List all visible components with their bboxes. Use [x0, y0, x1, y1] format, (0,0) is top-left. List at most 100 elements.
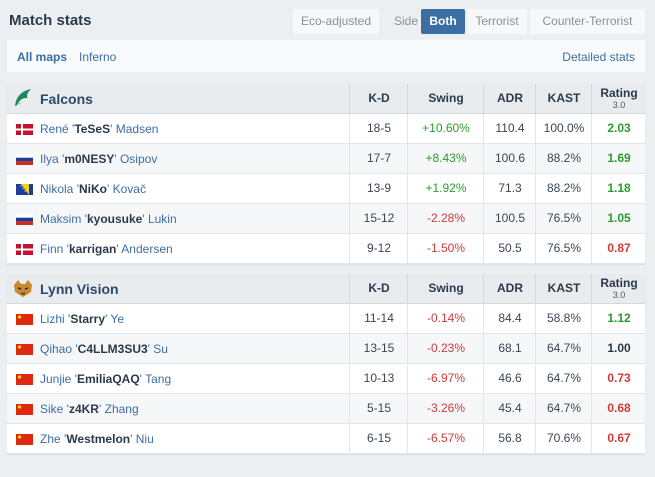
player-row: Junjie 'EmiliaQAQ' Tang 10-13 -6.97% 46.6 64… — [7, 364, 645, 394]
kast-value: 64.7% — [535, 334, 592, 363]
player-nickname: Westmelon — [66, 432, 131, 446]
player-name-link[interactable]: Finn 'karrigan' Andersen — [40, 242, 173, 256]
player-row: Finn 'karrigan' Andersen 9-12 -1.50% 50.5 76… — [7, 234, 645, 264]
rating-version: 3.0 — [612, 100, 626, 110]
adr-value: 68.1 — [483, 334, 536, 363]
china-flag-icon — [16, 344, 33, 355]
maps-bar: All maps Inferno Detailed stats — [7, 40, 645, 72]
col-kast-header[interactable]: KAST — [535, 84, 592, 113]
player-first-name: Sike — [40, 402, 64, 416]
kast-value: 100.0% — [535, 114, 592, 143]
adr-value: 45.4 — [483, 394, 536, 423]
rating-value: 1.05 — [591, 204, 646, 233]
team-name[interactable]: Falcons — [40, 91, 93, 107]
team-name[interactable]: Lynn Vision — [40, 281, 119, 297]
denmark-flag-icon — [16, 244, 33, 255]
player-last-name: Madsen — [115, 122, 159, 136]
player-first-name: Finn — [40, 242, 64, 256]
player-row: Qihao 'C4LLM3SU3' Su 13-15 -0.23% 68.1 64.7%… — [7, 334, 645, 364]
rating-value: 2.03 — [591, 114, 646, 143]
lynn-vision-logo-icon — [14, 280, 32, 297]
side-both-button[interactable]: Both — [421, 9, 465, 34]
player-nickname: z4KR — [68, 402, 99, 416]
eco-adjusted-toggle[interactable]: Eco-adjusted — [293, 9, 379, 34]
adr-value: 50.5 — [483, 234, 536, 263]
rating-label: Rating — [600, 86, 638, 100]
player-nickname: kyousuke — [86, 212, 143, 226]
side-label: Side — [394, 14, 419, 28]
rating-version: 3.0 — [612, 290, 626, 300]
kast-value: 70.6% — [535, 424, 592, 453]
kd-value: 15-12 — [349, 204, 408, 233]
col-kd-header[interactable]: K-D — [349, 84, 408, 113]
col-swing-header[interactable]: Swing — [407, 274, 484, 303]
player-last-name: Kovač — [112, 182, 146, 196]
falcons-logo-icon — [15, 89, 31, 106]
player-first-name: Lizhi — [40, 312, 65, 326]
player-name-link[interactable]: Ilya 'm0NESY' Osipov — [40, 152, 158, 166]
player-first-name: Ilya — [40, 152, 59, 166]
player-last-name: Osipov — [119, 152, 158, 166]
map-tab-all[interactable]: All maps — [17, 50, 68, 64]
player-name-link[interactable]: Zhe 'Westmelon' Niu — [40, 432, 154, 446]
player-name-link[interactable]: Sike 'z4KR' Zhang — [40, 402, 139, 416]
col-kd-header[interactable]: K-D — [349, 274, 408, 303]
player-first-name: René — [40, 122, 69, 136]
kast-value: 64.7% — [535, 394, 592, 423]
kast-value: 58.8% — [535, 304, 592, 333]
kd-value: 10-13 — [349, 364, 408, 393]
map-tab-inferno[interactable]: Inferno — [79, 50, 117, 64]
col-kast-header[interactable]: KAST — [535, 274, 592, 303]
player-last-name: Lukin — [147, 212, 177, 226]
side-ct-button[interactable]: Counter-Terrorist — [530, 9, 645, 34]
player-last-name: Su — [153, 342, 168, 356]
player-row: René 'TeSeS' Madsen 18-5 +10.60% 110.4 100.0… — [7, 114, 645, 144]
player-nickname: m0NESY — [64, 152, 115, 166]
swing-value: +10.60% — [407, 114, 484, 143]
player-row: Lizhi 'Starry' Ye 11-14 -0.14% 84.4 58.8% 1.1… — [7, 304, 645, 334]
player-name-link[interactable]: Maksim 'kyousuke' Lukin — [40, 212, 177, 226]
col-adr-header[interactable]: ADR — [483, 84, 536, 113]
player-last-name: Niu — [135, 432, 154, 446]
detailed-stats-link[interactable]: Detailed stats — [562, 50, 635, 64]
swing-value: -0.23% — [407, 334, 484, 363]
col-rating-header[interactable]: Rating 3.0 — [591, 274, 646, 303]
player-row: Ilya 'm0NESY' Osipov 17-7 +8.43% 100.6 88.2%… — [7, 144, 645, 174]
china-flag-icon — [16, 314, 33, 325]
player-row: Zhe 'Westmelon' Niu 6-15 -6.57% 56.8 70.6% 0.… — [7, 424, 645, 454]
side-terrorist-button[interactable]: Terrorist — [467, 9, 527, 34]
adr-value: 46.6 — [483, 364, 536, 393]
kast-value: 88.2% — [535, 144, 592, 173]
kast-value: 76.5% — [535, 234, 592, 263]
player-first-name: Maksim — [40, 212, 82, 226]
rating-value: 1.69 — [591, 144, 646, 173]
col-rating-header[interactable]: Rating 3.0 — [591, 84, 646, 113]
player-first-name: Zhe — [40, 432, 61, 446]
player-nickname: Starry — [70, 312, 105, 326]
player-last-name: Ye — [110, 312, 124, 326]
player-name-link[interactable]: Nikola 'NiKo' Kovač — [40, 182, 146, 196]
swing-value: -0.14% — [407, 304, 484, 333]
col-adr-header[interactable]: ADR — [483, 274, 536, 303]
kd-value: 9-12 — [349, 234, 408, 263]
player-name-link[interactable]: René 'TeSeS' Madsen — [40, 122, 159, 136]
swing-value: +1.92% — [407, 174, 484, 203]
rating-label: Rating — [600, 276, 638, 290]
col-swing-header[interactable]: Swing — [407, 84, 484, 113]
player-name-link[interactable]: Qihao 'C4LLM3SU3' Su — [40, 342, 168, 356]
player-rows: René 'TeSeS' Madsen 18-5 +10.60% 110.4 100.0… — [7, 114, 645, 264]
swing-value: -1.50% — [407, 234, 484, 263]
kd-value: 6-15 — [349, 424, 408, 453]
player-name-link[interactable]: Lizhi 'Starry' Ye — [40, 312, 124, 326]
adr-value: 100.5 — [483, 204, 536, 233]
player-name-link[interactable]: Junjie 'EmiliaQAQ' Tang — [40, 372, 172, 386]
russia-flag-icon — [16, 154, 33, 165]
kast-value: 76.5% — [535, 204, 592, 233]
team-table-lynn-vision: Lynn Vision K-D Swing ADR KAST Rating 3.… — [7, 274, 645, 454]
china-flag-icon — [16, 434, 33, 445]
swing-value: -2.28% — [407, 204, 484, 233]
stats-header: Match stats Eco-adjusted Side Both Terro… — [0, 0, 655, 40]
adr-value: 56.8 — [483, 424, 536, 453]
kd-value: 13-9 — [349, 174, 408, 203]
russia-flag-icon — [16, 214, 33, 225]
